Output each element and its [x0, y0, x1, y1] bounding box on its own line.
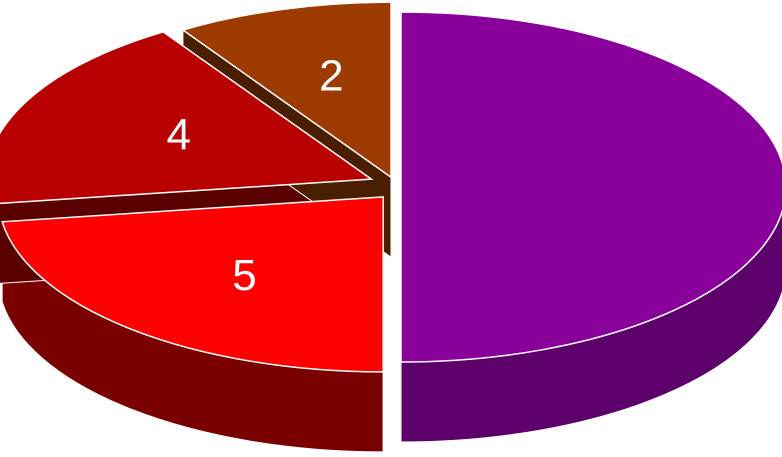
data-label-1: 5	[232, 251, 256, 300]
pie-slice-1	[1, 196, 384, 373]
data-label-2: 4	[166, 111, 190, 160]
pie-labels: 5 4 2	[166, 51, 343, 300]
pie-slice-2	[0, 31, 374, 205]
pie-slice-0	[400, 11, 782, 363]
pie-slice-3	[181, 1, 392, 179]
data-label-3: 2	[319, 51, 343, 100]
